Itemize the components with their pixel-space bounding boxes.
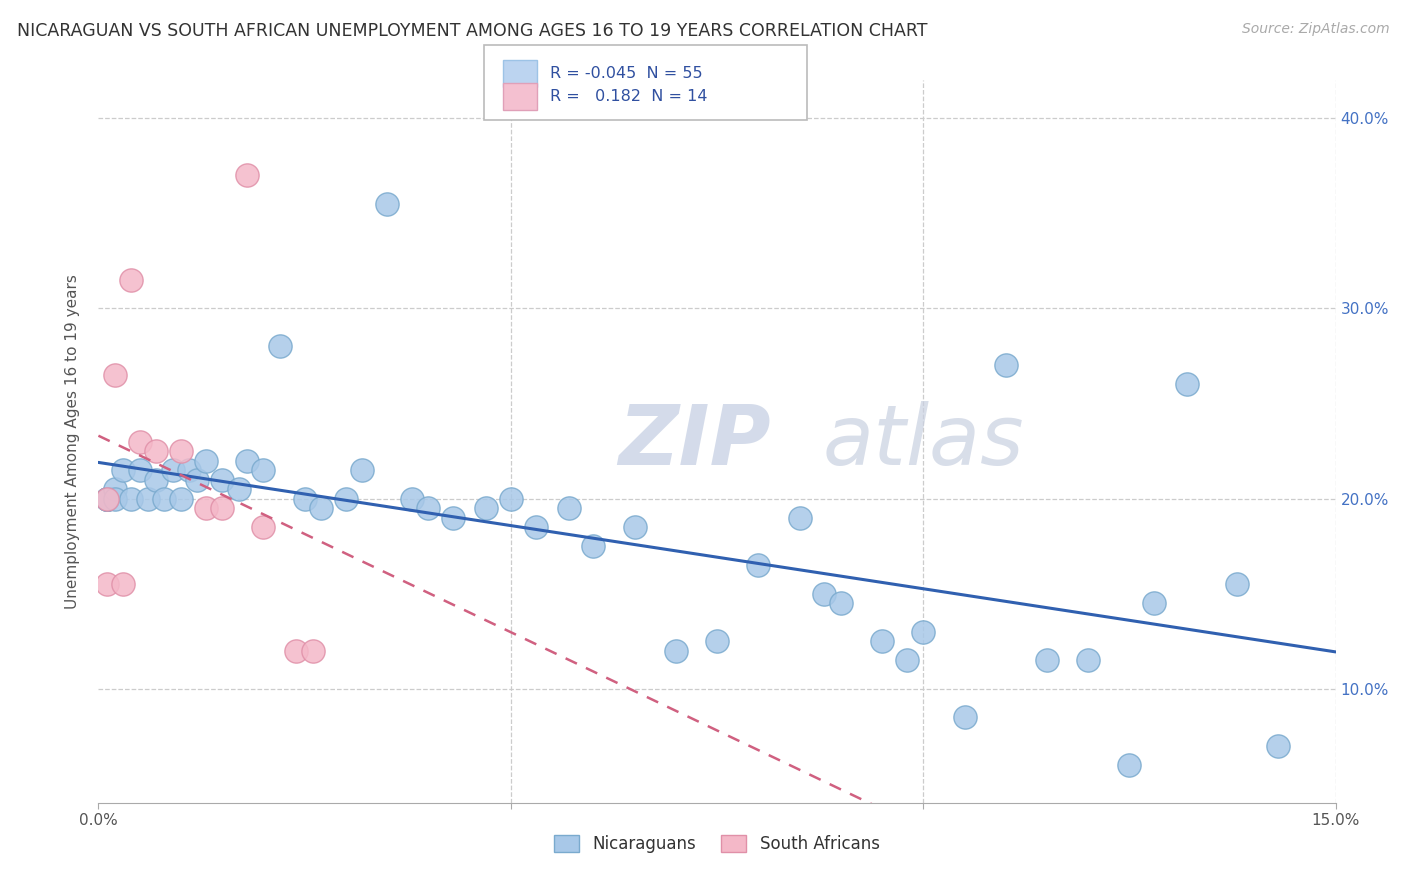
Point — [104, 368, 127, 382]
Point — [104, 482, 127, 496]
Point — [870, 634, 893, 648]
Point — [211, 501, 233, 516]
Point — [228, 482, 250, 496]
Point — [335, 491, 357, 506]
Point — [96, 491, 118, 506]
Text: R =   0.182  N = 14: R = 0.182 N = 14 — [550, 89, 707, 103]
Point — [418, 501, 440, 516]
Point — [813, 587, 835, 601]
Point — [994, 359, 1017, 373]
Point — [145, 444, 167, 458]
Point — [194, 453, 217, 467]
Point — [96, 491, 118, 506]
Point — [162, 463, 184, 477]
Point — [112, 577, 135, 591]
Point — [112, 463, 135, 477]
Point — [128, 434, 150, 449]
Point — [896, 653, 918, 667]
Point — [557, 501, 579, 516]
Point — [830, 596, 852, 610]
Point — [953, 710, 976, 724]
Point — [170, 491, 193, 506]
Point — [1175, 377, 1198, 392]
Point — [706, 634, 728, 648]
Y-axis label: Unemployment Among Ages 16 to 19 years: Unemployment Among Ages 16 to 19 years — [65, 274, 80, 609]
Point — [186, 473, 208, 487]
Point — [1143, 596, 1166, 610]
Point — [236, 453, 259, 467]
Point — [302, 643, 325, 657]
Point — [96, 491, 118, 506]
Point — [623, 520, 645, 534]
Point — [104, 491, 127, 506]
Point — [912, 624, 935, 639]
Point — [352, 463, 374, 477]
Point — [524, 520, 547, 534]
Point — [96, 577, 118, 591]
Point — [499, 491, 522, 506]
Point — [665, 643, 688, 657]
Point — [120, 491, 142, 506]
Point — [96, 491, 118, 506]
Point — [96, 491, 118, 506]
Point — [145, 473, 167, 487]
Text: Source: ZipAtlas.com: Source: ZipAtlas.com — [1241, 22, 1389, 37]
Point — [96, 491, 118, 506]
Point — [401, 491, 423, 506]
Point — [211, 473, 233, 487]
Point — [475, 501, 498, 516]
Point — [1226, 577, 1249, 591]
Point — [1118, 757, 1140, 772]
Point — [294, 491, 316, 506]
Point — [120, 273, 142, 287]
Point — [252, 520, 274, 534]
Point — [1267, 739, 1289, 753]
Point — [1077, 653, 1099, 667]
Text: NICARAGUAN VS SOUTH AFRICAN UNEMPLOYMENT AMONG AGES 16 TO 19 YEARS CORRELATION C: NICARAGUAN VS SOUTH AFRICAN UNEMPLOYMENT… — [17, 22, 928, 40]
Point — [194, 501, 217, 516]
Point — [747, 558, 769, 573]
Point — [179, 463, 201, 477]
Text: ZIP: ZIP — [619, 401, 770, 482]
Point — [252, 463, 274, 477]
Point — [236, 169, 259, 183]
Point — [136, 491, 159, 506]
Point — [269, 339, 291, 353]
Legend: Nicaraguans, South Africans: Nicaraguans, South Africans — [548, 828, 886, 860]
Point — [170, 444, 193, 458]
Point — [309, 501, 332, 516]
Point — [153, 491, 176, 506]
Text: atlas: atlas — [823, 401, 1024, 482]
Point — [441, 510, 464, 524]
Point — [285, 643, 308, 657]
Point — [375, 197, 398, 211]
Point — [582, 539, 605, 553]
Point — [789, 510, 811, 524]
Point — [1036, 653, 1059, 667]
Text: R = -0.045  N = 55: R = -0.045 N = 55 — [550, 66, 703, 80]
Point — [128, 463, 150, 477]
